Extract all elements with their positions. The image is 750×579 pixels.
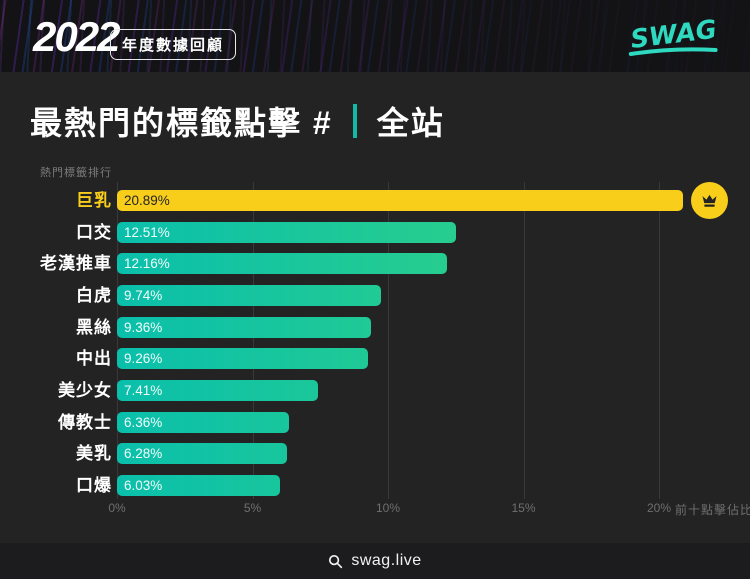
bar-value-label: 6.36% (124, 414, 163, 430)
tag-bar: 6.03% (117, 474, 280, 496)
bar-value-label: 7.41% (124, 382, 163, 398)
gridline-10% (388, 182, 389, 499)
crown-icon (691, 182, 728, 219)
x-tick-label: 0% (108, 501, 126, 515)
chart-row: 老漢推車 12.16% (30, 253, 742, 275)
page-title-main: 最熱門的標籤點擊 # (30, 105, 333, 141)
bar-value-label: 9.36% (124, 319, 163, 335)
chart-row: 美少女 7.41% (30, 379, 742, 401)
tag-label: 白虎 (76, 285, 112, 305)
bar-value-label: 12.51% (124, 224, 170, 240)
year-heading: 2022 (33, 13, 120, 60)
tag-label: 中出 (76, 349, 112, 369)
title-separator (352, 104, 357, 138)
tag-label: 美乳 (76, 444, 112, 464)
tag-label: 口爆 (76, 475, 112, 495)
gridline-0% (117, 182, 118, 499)
tag-clicks-bar-chart: 前十點擊佔比 0% 5% 10% 15% 20% 巨乳 20.89% 口交 12.51% 老漢推車… (30, 182, 750, 530)
tag-bar: 6.28% (117, 443, 287, 465)
chart-row: 巨乳 20.89% (30, 182, 742, 219)
tag-label: 黑絲 (76, 317, 112, 337)
swag-logo: SWAG (628, 15, 718, 56)
bar-value-label: 9.74% (124, 287, 163, 303)
footer-bar: swag.live (0, 543, 750, 579)
gridline-20% (659, 182, 660, 499)
tag-label: 傳教士 (58, 412, 112, 432)
tag-label: 口交 (76, 222, 112, 242)
tag-bar: 12.16% (117, 253, 447, 275)
x-tick-label: 15% (511, 501, 536, 515)
chart-note: 熱門標籤排行 (40, 167, 112, 179)
chart-row: 傳教士 6.36% (30, 411, 742, 433)
gridline-5% (252, 182, 254, 499)
annual-review-badge: 年度數據回顧 (110, 29, 237, 60)
site-url-link[interactable]: swag.live (351, 552, 422, 569)
chart-row: 美乳 6.28% (30, 443, 742, 465)
x-tick-label: 10% (375, 501, 401, 515)
x-tick-label: 20% (646, 501, 672, 515)
bar-value-label: 12.16% (124, 256, 170, 272)
chart-row: 口爆 6.03% (30, 474, 742, 496)
bar-value-label: 6.28% (124, 446, 163, 462)
tag-label: 老漢推車 (40, 254, 112, 274)
x-tick-label: 5% (243, 501, 262, 515)
page-title: 最熱門的標籤點擊 # 全站 (30, 98, 445, 144)
bar-value-label: 20.89% (124, 193, 170, 208)
tag-label: 美少女 (58, 380, 112, 400)
page-title-scope: 全站 (376, 105, 445, 141)
x-axis-caption: 前十點擊佔比 (675, 503, 750, 517)
bar-value-label: 6.03% (124, 477, 163, 493)
tag-bar: 12.51% (117, 221, 456, 243)
tag-label: 巨乳 (76, 191, 112, 210)
header-banner: 2022 年度數據回顧 SWAG (0, 0, 750, 72)
chart-row: 口交 12.51% (30, 221, 742, 243)
search-icon (329, 554, 343, 568)
tag-bar: 7.41% (117, 379, 318, 401)
tag-bar: 9.26% (117, 348, 368, 370)
bar-value-label: 9.26% (124, 351, 163, 367)
tag-bar: 9.36% (117, 316, 371, 338)
chart-row: 白虎 9.74% (30, 284, 742, 306)
chart-row: 中出 9.26% (30, 348, 742, 370)
tag-bar: 20.89% (117, 190, 683, 211)
gridline-15% (523, 182, 525, 499)
tag-bar: 6.36% (117, 411, 289, 433)
chart-row: 黑絲 9.36% (30, 316, 742, 338)
tag-bar: 9.74% (117, 284, 381, 306)
